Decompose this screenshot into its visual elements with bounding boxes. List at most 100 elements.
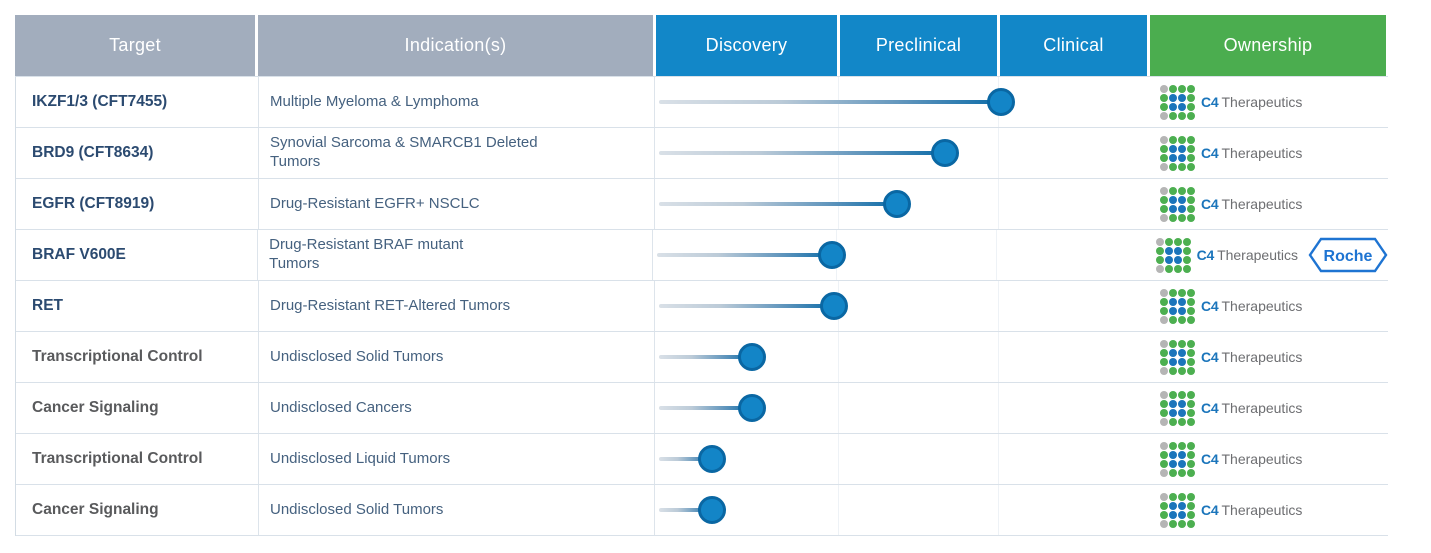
- phase-track: [655, 383, 1148, 433]
- c4-therapeutics-logo: C4 Therapeutics: [1160, 492, 1303, 528]
- c4-dots-icon: [1160, 492, 1195, 528]
- progress-bar: [659, 457, 712, 461]
- c4-wordmark: C4: [1201, 451, 1219, 467]
- ownership-cell: C4 Therapeutics: [1148, 485, 1388, 535]
- c4-therapeutics-logo: C4 Therapeutics: [1160, 339, 1302, 375]
- pipeline-row: IKZF1/3 (CFT7455) Multiple Myeloma & Lym…: [16, 77, 1388, 128]
- phase-track: [655, 332, 1148, 382]
- c4-dots-icon: [1160, 390, 1195, 426]
- progress-marker-icon: [820, 292, 849, 320]
- target-label: Cancer Signaling: [32, 399, 159, 416]
- phase-boundary-preclinical-clinical: [998, 332, 999, 382]
- therapeutics-wordmark: Therapeutics: [1217, 247, 1298, 263]
- ownership-cell: C4 Therapeutics: [1148, 332, 1388, 382]
- ownership-cell: C4 Therapeutics: [1148, 77, 1388, 127]
- pipeline-row: Transcriptional Control Undisclosed Liqu…: [16, 434, 1388, 485]
- c4-wordmark: C4: [1201, 298, 1219, 314]
- c4-therapeutics-logo: C4 Therapeutics: [1160, 441, 1303, 477]
- target-cell: IKZF1/3 (CFT7455): [16, 77, 259, 127]
- therapeutics-wordmark: Therapeutics: [1221, 94, 1303, 110]
- phase-boundary-preclinical-clinical: [998, 485, 999, 535]
- progress-marker-icon: [883, 190, 912, 218]
- svg-text:Roche: Roche: [1324, 248, 1373, 265]
- phase-track: [655, 281, 1148, 331]
- ownership-cell: C4 Therapeutics: [1148, 383, 1388, 433]
- c4-dots-icon: [1155, 237, 1191, 273]
- indication-cell: Undisclosed Liquid Tumors: [259, 434, 655, 484]
- c4-dots-icon: [1160, 339, 1195, 375]
- progress-bar: [659, 355, 752, 359]
- phase-boundary-discovery-preclinical: [838, 332, 839, 382]
- pipeline-row: Cancer Signaling Undisclosed Cancers C4 T…: [16, 383, 1388, 434]
- target-label: BRD9 (CFT8634): [32, 144, 154, 161]
- ownership-cell: C4 Therapeutics Roche: [1144, 230, 1388, 280]
- ownership-cell: C4 Therapeutics: [1148, 434, 1388, 484]
- indication-cell: Synovial Sarcoma & SMARCB1 Deleted Tumor…: [259, 128, 655, 178]
- phase-boundary-preclinical-clinical: [998, 383, 999, 433]
- indication-label: Undisclosed Solid Tumors: [270, 347, 444, 365]
- indication-label: Drug-Resistant BRAF mutant Tumors: [269, 236, 464, 272]
- progress-bar: [659, 508, 712, 512]
- indication-cell: Undisclosed Solid Tumors: [259, 485, 655, 535]
- pipeline-rows: IKZF1/3 (CFT7455) Multiple Myeloma & Lym…: [15, 76, 1388, 536]
- c4-wordmark: C4: [1201, 196, 1219, 212]
- c4-therapeutics-logo: C4 Therapeutics: [1160, 288, 1303, 324]
- pipeline-row: Transcriptional Control Undisclosed Soli…: [16, 332, 1388, 383]
- c4-dots-icon: [1160, 441, 1195, 477]
- ownership-cell: C4 Therapeutics: [1148, 179, 1388, 229]
- pipeline-row: BRD9 (CFT8634) Synovial Sarcoma & SMARCB…: [16, 128, 1388, 179]
- therapeutics-wordmark: Therapeutics: [1221, 196, 1303, 212]
- target-cell: Cancer Signaling: [16, 485, 259, 535]
- roche-logo: Roche: [1308, 237, 1388, 273]
- therapeutics-wordmark: Therapeutics: [1221, 400, 1303, 416]
- pipeline-row: EGFR (CFT8919) Drug-Resistant EGFR+ NSCL…: [16, 179, 1388, 230]
- c4-dots-icon: [1160, 84, 1195, 120]
- target-label: BRAF V600E: [32, 246, 126, 263]
- indication-cell: Drug-Resistant EGFR+ NSCLC: [259, 179, 655, 229]
- target-label: IKZF1/3 (CFT7455): [32, 93, 168, 110]
- progress-bar: [659, 151, 946, 155]
- progress-bar: [659, 100, 1001, 104]
- indication-label: Undisclosed Liquid Tumors: [270, 449, 451, 467]
- header-discovery: Discovery: [656, 15, 837, 76]
- phase-boundary-preclinical-clinical: [995, 230, 997, 280]
- indication-cell: Undisclosed Solid Tumors: [259, 332, 655, 382]
- c4-therapeutics-logo: C4 Therapeutics: [1160, 135, 1302, 171]
- pipeline-row: RET Drug-Resistant RET-Altered Tumors C4…: [16, 281, 1388, 332]
- therapeutics-wordmark: Therapeutics: [1221, 502, 1303, 518]
- header-ownership: Ownership: [1150, 15, 1386, 76]
- pipeline-table: Target Indication(s) Discovery Preclinic…: [15, 15, 1388, 536]
- header-indications: Indication(s): [258, 15, 653, 76]
- c4-dots-icon: [1160, 288, 1195, 324]
- progress-marker-icon: [697, 496, 726, 524]
- therapeutics-wordmark: Therapeutics: [1221, 451, 1303, 467]
- target-label: Cancer Signaling: [32, 501, 159, 518]
- target-cell: Transcriptional Control: [16, 332, 259, 382]
- c4-therapeutics-logo: C4 Therapeutics: [1160, 390, 1303, 426]
- c4-wordmark: C4: [1201, 145, 1219, 161]
- c4-therapeutics-logo: C4 Therapeutics: [1155, 237, 1298, 273]
- target-label: Transcriptional Control: [32, 450, 203, 467]
- indication-label: Drug-Resistant RET-Altered Tumors: [270, 296, 511, 314]
- roche-hexagon-icon: Roche: [1308, 237, 1388, 273]
- indication-label: Synovial Sarcoma & SMARCB1 Deleted Tumor…: [270, 134, 538, 170]
- phase-boundary-discovery-preclinical: [838, 434, 839, 484]
- header-preclinical: Preclinical: [840, 15, 997, 76]
- target-cell: Transcriptional Control: [16, 434, 259, 484]
- indication-cell: Drug-Resistant RET-Altered Tumors: [259, 281, 655, 331]
- target-label: Transcriptional Control: [32, 348, 203, 365]
- progress-bar: [659, 406, 752, 410]
- c4-therapeutics-logo: C4 Therapeutics: [1160, 186, 1303, 222]
- ownership-cell: C4 Therapeutics: [1148, 128, 1388, 178]
- indication-label: Drug-Resistant EGFR+ NSCLC: [270, 194, 480, 212]
- target-cell: BRD9 (CFT8634): [16, 128, 259, 178]
- target-cell: Cancer Signaling: [16, 383, 259, 433]
- c4-wordmark: C4: [1196, 247, 1215, 263]
- therapeutics-wordmark: Therapeutics: [1221, 298, 1303, 314]
- phase-track: [653, 230, 1144, 280]
- indication-cell: Undisclosed Cancers: [259, 383, 655, 433]
- c4-wordmark: C4: [1201, 400, 1219, 416]
- progress-marker-icon: [987, 88, 1015, 116]
- c4-therapeutics-logo: C4 Therapeutics: [1160, 84, 1303, 120]
